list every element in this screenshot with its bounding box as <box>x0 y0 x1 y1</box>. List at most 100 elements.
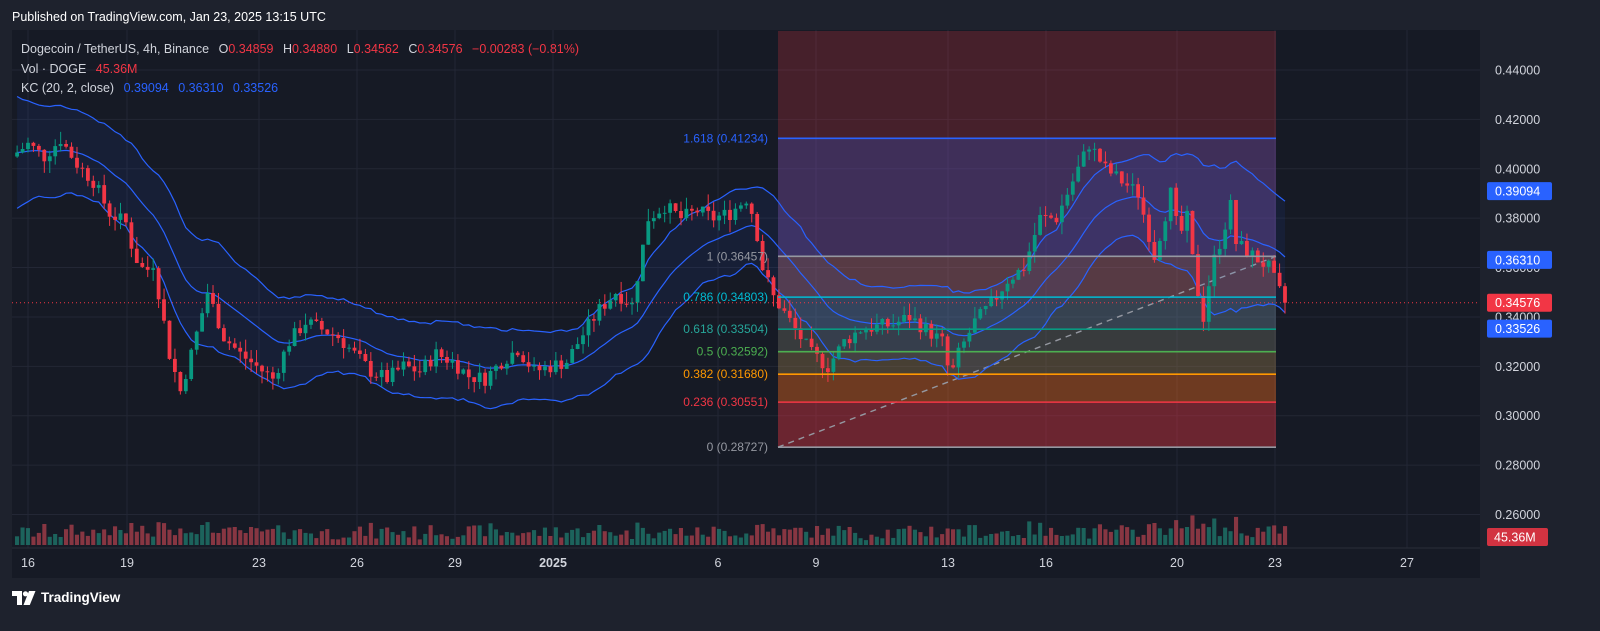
candles <box>12 131 1480 395</box>
candle-body <box>1125 183 1130 186</box>
candle <box>581 326 585 354</box>
candle <box>586 309 591 347</box>
candle-body <box>608 300 613 309</box>
candle-body <box>956 347 961 368</box>
candle-body <box>1250 250 1255 257</box>
candle-body <box>75 157 79 168</box>
candle-body <box>37 145 41 150</box>
volume-bar <box>439 534 444 545</box>
candle-body <box>417 371 422 373</box>
candle <box>1081 144 1086 167</box>
candle-body <box>1119 171 1124 184</box>
volume-bar <box>1223 527 1228 545</box>
candle <box>559 354 564 379</box>
candle-body <box>1114 171 1119 174</box>
candle <box>238 341 243 363</box>
candle-body <box>1054 217 1059 223</box>
candle <box>1043 206 1048 227</box>
candle-body <box>15 152 19 157</box>
candle <box>249 350 253 372</box>
candle-body <box>706 206 711 211</box>
fib-zone <box>778 351 1276 375</box>
candle <box>47 150 52 174</box>
candle <box>91 175 96 197</box>
candle-body <box>662 212 667 214</box>
candle-body <box>194 331 199 350</box>
kc-basis-value: 0.36310 <box>178 81 224 95</box>
volume-bar <box>706 536 711 545</box>
time-tick-label: 23 <box>252 556 266 570</box>
volume-bar <box>450 538 455 545</box>
candle <box>1005 277 1010 300</box>
candle-body <box>385 370 389 382</box>
volume-bar <box>357 526 362 545</box>
volume-label[interactable]: Vol · DOGE <box>21 61 87 76</box>
candle <box>341 329 346 359</box>
price-tick-label: 0.32000 <box>1495 360 1540 374</box>
candle-body <box>450 360 455 363</box>
candle <box>363 348 368 363</box>
candle-body <box>1201 296 1206 322</box>
candle <box>1158 238 1162 262</box>
volume-bar <box>308 533 313 545</box>
footer-brand[interactable]: TradingView <box>12 590 120 605</box>
volume-bar <box>145 533 150 545</box>
volume-bar <box>417 539 422 545</box>
time-tick-label: 26 <box>350 556 364 570</box>
volume-bar <box>662 530 667 545</box>
candle <box>657 207 662 220</box>
volume-bar <box>1065 535 1070 545</box>
candle <box>1016 268 1021 281</box>
candle <box>592 314 596 332</box>
candle <box>80 162 85 178</box>
volume-bar <box>564 532 569 545</box>
kc-label[interactable]: KC (20, 2, close) <box>21 81 115 95</box>
volume-bar <box>1130 529 1135 545</box>
candle <box>26 137 30 153</box>
candle-body <box>505 363 509 369</box>
volume-bar <box>281 532 286 545</box>
candle <box>613 292 618 307</box>
volume-bar <box>1087 538 1092 545</box>
volume-bar <box>1255 527 1260 545</box>
volume-bar <box>472 525 477 545</box>
volume-bar <box>1206 527 1211 545</box>
volume-value: 45.36M <box>95 61 138 76</box>
volume-bar <box>1152 523 1157 545</box>
volume-bar <box>951 529 956 545</box>
candle <box>352 341 357 354</box>
candle-body <box>407 361 411 367</box>
volume-bar <box>907 525 912 545</box>
candle <box>1130 173 1135 196</box>
candle <box>515 350 520 358</box>
low-value: 0.34562 <box>353 42 399 56</box>
candle <box>1234 199 1238 252</box>
volume-bar <box>336 539 341 545</box>
candle <box>662 205 667 223</box>
candle-body <box>1168 187 1173 222</box>
candle-body <box>1021 269 1026 271</box>
price-tick-label: 0.38000 <box>1495 212 1540 226</box>
candle <box>211 285 215 308</box>
volume-bar <box>548 536 553 545</box>
candle <box>499 362 504 371</box>
candle <box>75 146 79 174</box>
volume-bar <box>123 533 128 545</box>
volume-bar <box>1146 524 1151 545</box>
candle <box>1223 222 1228 256</box>
candle <box>771 275 776 307</box>
candle <box>597 298 602 326</box>
candle-body <box>951 365 955 368</box>
candle-body <box>309 319 313 325</box>
candle-body <box>1005 283 1010 292</box>
candle-body <box>499 365 504 369</box>
candle <box>885 317 890 334</box>
candle-body <box>456 360 460 374</box>
open-value: 0.34859 <box>228 42 274 56</box>
volume-bar <box>766 531 771 545</box>
symbol-label[interactable]: Dogecoin / TetherUS, 4h, Binance <box>21 42 210 56</box>
candle-body <box>428 359 433 367</box>
candle <box>1060 194 1064 235</box>
volume-bar <box>483 536 488 545</box>
